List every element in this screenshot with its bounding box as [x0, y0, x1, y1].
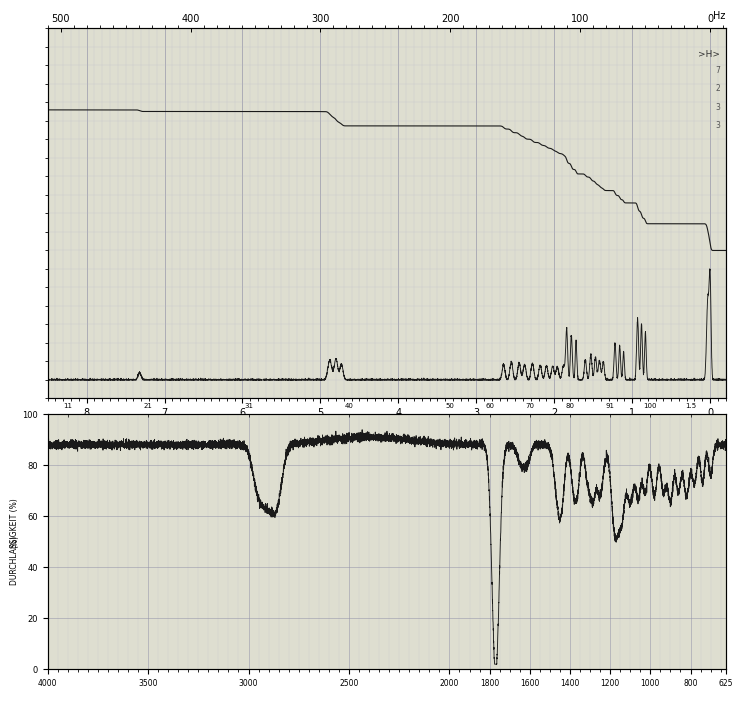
Text: 2: 2 [715, 85, 721, 93]
X-axis label: PPM (δ): PPM (δ) [368, 419, 405, 429]
Text: 7: 7 [715, 66, 721, 75]
Text: >H>: >H> [699, 50, 721, 59]
Text: 3: 3 [715, 103, 721, 112]
Text: (%): (%) [10, 535, 19, 548]
Text: Hz: Hz [713, 11, 726, 21]
Y-axis label: DURCHLASSIGKEIT (%): DURCHLASSIGKEIT (%) [10, 498, 19, 585]
Text: 3: 3 [715, 121, 721, 130]
